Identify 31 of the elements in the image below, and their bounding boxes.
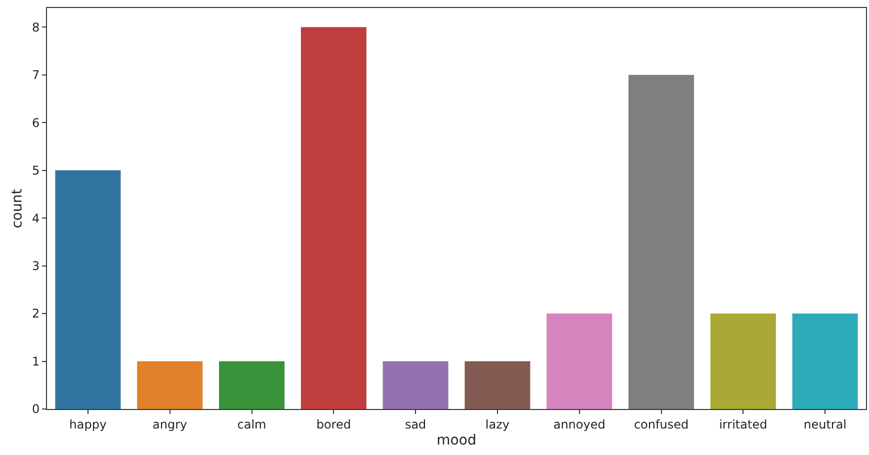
y-tick-label: 4 bbox=[32, 211, 40, 226]
bar bbox=[710, 314, 776, 409]
bar bbox=[55, 170, 121, 409]
x-tick-label: confused bbox=[634, 417, 689, 432]
y-tick-label: 2 bbox=[32, 306, 40, 321]
bar bbox=[464, 361, 530, 409]
x-tick-label: happy bbox=[69, 417, 107, 432]
x-tick-label: sad bbox=[404, 417, 426, 432]
bar bbox=[300, 27, 366, 409]
y-tick-label: 1 bbox=[32, 354, 40, 368]
y-tick-label: 7 bbox=[32, 68, 40, 82]
bar bbox=[792, 314, 858, 409]
x-tick-label: calm bbox=[237, 417, 266, 432]
y-tick-label: 0 bbox=[32, 402, 40, 416]
x-tick-label: lazy bbox=[485, 417, 510, 432]
bar bbox=[546, 314, 612, 409]
bar bbox=[628, 74, 694, 409]
y-axis-title: count bbox=[10, 188, 26, 228]
x-tick-label: angry bbox=[152, 417, 188, 432]
x-tick-label: irritated bbox=[719, 417, 768, 432]
bar bbox=[218, 361, 285, 409]
y-tick-label: 5 bbox=[32, 164, 40, 178]
bar bbox=[137, 361, 203, 409]
y-tick-label: 3 bbox=[32, 258, 40, 273]
y-tick-label: 8 bbox=[32, 20, 40, 34]
bar bbox=[382, 361, 448, 409]
x-tick-label: annoyed bbox=[553, 417, 606, 432]
y-tick-label: 6 bbox=[32, 116, 40, 130]
x-tick-label: neutral bbox=[804, 417, 847, 432]
x-tick-label: bored bbox=[316, 417, 351, 432]
x-axis-title: mood bbox=[436, 432, 476, 449]
